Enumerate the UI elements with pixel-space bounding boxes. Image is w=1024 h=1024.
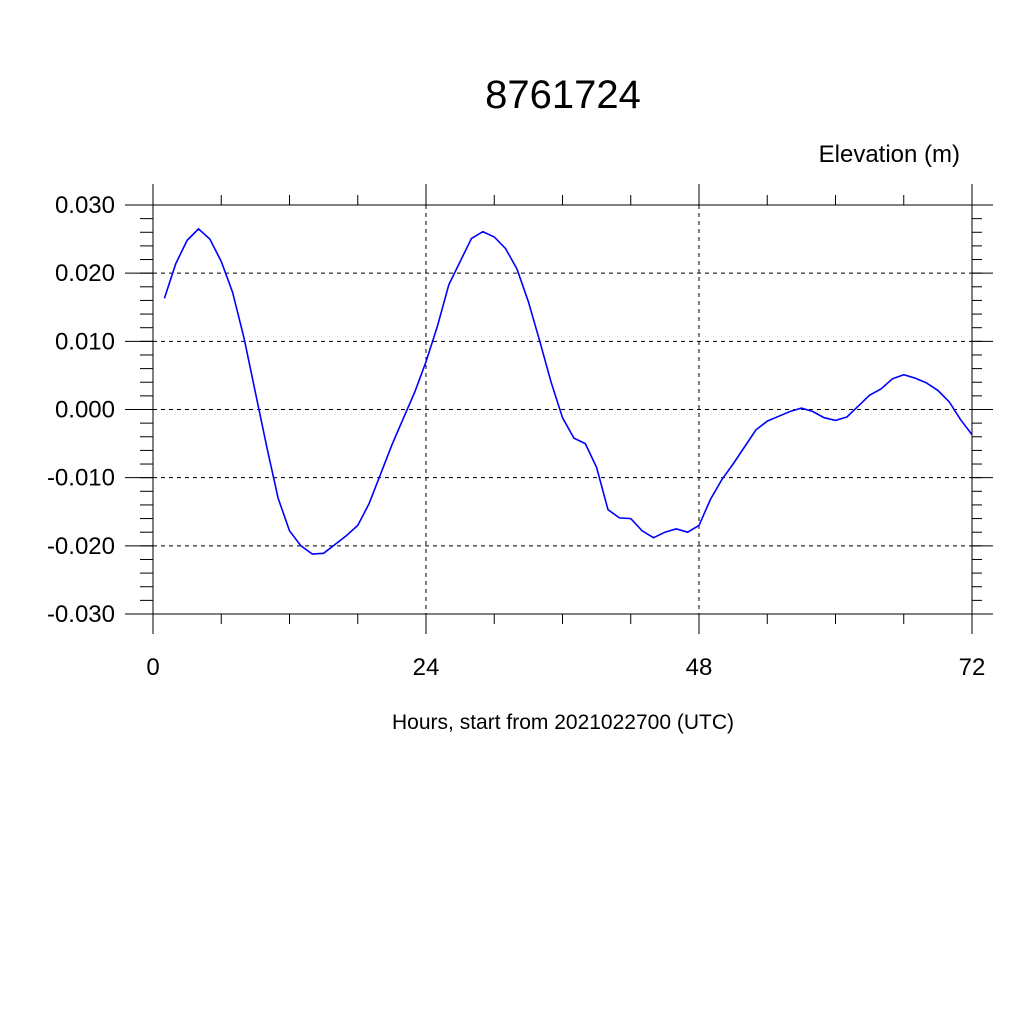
grid <box>153 205 972 614</box>
x-tick-label: 0 <box>146 654 159 681</box>
x-tick-label: 48 <box>686 654 713 681</box>
x-tick-label: 72 <box>959 654 986 681</box>
chart-title: 8761724 <box>485 73 641 117</box>
y-tick-label: -0.010 <box>47 465 115 492</box>
y-tick-label: 0.020 <box>55 260 115 287</box>
y-tick-label: 0.010 <box>55 328 115 355</box>
tick-labels: 0.030 0.020 0.010 0.000 -0.010 -0.020 -0.030 0 2… <box>47 192 985 681</box>
y-tick-label: -0.020 <box>47 533 115 560</box>
plot-frame <box>152 204 973 615</box>
x-tick-label: 24 <box>413 654 440 681</box>
x-axis-label: Hours, start from 2021022700 (UTC) <box>392 711 734 734</box>
series-line <box>163 227 973 555</box>
axis-ticks <box>125 184 993 634</box>
y-axis-label: Elevation (m) <box>819 141 960 168</box>
y-tick-label: 0.000 <box>55 397 115 424</box>
y-tick-label: -0.030 <box>47 601 115 628</box>
series-layer <box>163 227 973 555</box>
y-tick-label: 0.030 <box>55 192 115 219</box>
